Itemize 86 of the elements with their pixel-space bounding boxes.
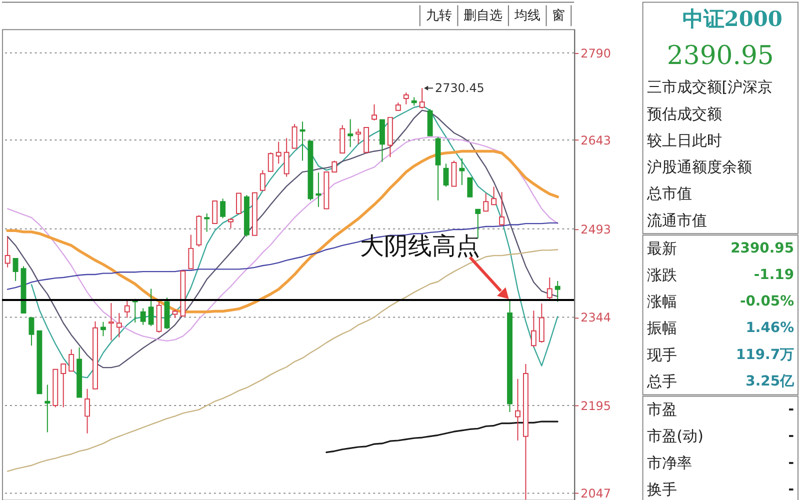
text: 均线 [513, 8, 540, 24]
candlestick [260, 170, 266, 191]
candlestick [499, 192, 505, 226]
candlestick [546, 276, 552, 300]
y-tick-label: 2493 [580, 222, 611, 236]
candlestick [356, 128, 362, 145]
y-tick-label: 2790 [580, 46, 611, 60]
category-label: 沪股通额度余额 [646, 158, 752, 176]
candlestick [284, 138, 290, 178]
category-label: 较上日此时 [646, 131, 722, 150]
candlestick [188, 234, 194, 270]
annotation: 大阴线高点 [360, 232, 480, 260]
y-tick-label: 2047 [580, 486, 611, 500]
candlestick [300, 121, 306, 162]
text: 1.46% [746, 320, 794, 336]
candlestick [4, 236, 10, 268]
candlestick [554, 280, 560, 302]
line-series [326, 420, 558, 454]
candlestick [148, 288, 154, 327]
text: - [788, 454, 794, 471]
category-label: 最新 [646, 239, 677, 258]
category-label: 涨幅 [646, 292, 677, 311]
text: -0.05% [740, 294, 794, 310]
text: 2390.95 [730, 240, 794, 256]
candlestick [68, 348, 74, 372]
candlestick [483, 192, 489, 212]
candlestick [530, 310, 536, 348]
candlestick [451, 160, 457, 187]
text: - [788, 481, 794, 498]
candlestick [292, 123, 298, 149]
candlestick [44, 384, 50, 433]
text: 2730.45 [435, 81, 484, 96]
text: 中证2000 [682, 6, 782, 32]
category-label: 市净率 [646, 454, 692, 472]
candlestick [28, 317, 34, 346]
candlestick [12, 258, 18, 282]
candlestick [84, 388, 90, 434]
candlestick [491, 186, 497, 206]
category-label: 换手 [646, 480, 677, 498]
candlestick [276, 141, 282, 164]
line-series [6, 150, 559, 314]
candlestick [538, 303, 544, 344]
category-label: 预估成交额 [646, 104, 722, 123]
text: 119.7万 [736, 346, 794, 363]
candlestick [372, 104, 377, 121]
category-label: 现手 [646, 346, 677, 364]
candlestick [60, 364, 66, 408]
candlestick [124, 300, 130, 318]
candlestick [100, 321, 106, 337]
candlestick [140, 308, 146, 326]
y-tick-label: 2643 [580, 133, 611, 148]
candlestick [459, 158, 465, 186]
category-label: 三市成交额[沪深京 [646, 78, 773, 96]
category-label: 总市值 [646, 184, 692, 203]
candlestick [467, 177, 473, 198]
candlestick [268, 152, 274, 172]
y-tick-label: 2344 [580, 310, 611, 325]
category-label: 振幅 [646, 319, 677, 338]
text: 2390.95 [666, 40, 774, 71]
text: 窗 [552, 8, 566, 24]
candlestick [515, 378, 520, 441]
y-tick-label: 2195 [580, 398, 611, 413]
candlestick [443, 163, 449, 188]
candlestick [348, 118, 354, 148]
candlestick [116, 312, 122, 338]
text: -1.19 [754, 266, 794, 283]
text: - [788, 402, 794, 418]
candlestick [220, 198, 226, 219]
candlestick [212, 200, 218, 224]
text: 3.25亿 [746, 373, 794, 390]
category-label: 市盈 [646, 400, 677, 419]
candlestick [236, 192, 242, 214]
category-label: 涨跌 [646, 266, 677, 284]
candlestick [228, 218, 234, 229]
candlestick [204, 212, 210, 232]
candlestick [316, 172, 322, 208]
category-label: 市盈(动) [646, 427, 704, 446]
text: 九转 [426, 8, 452, 24]
category-label: 流通市值 [646, 211, 707, 230]
candlestick [403, 92, 409, 105]
candlestick [108, 302, 114, 341]
candlestick [332, 160, 338, 172]
category-label: 总手 [646, 372, 677, 390]
text: - [788, 428, 794, 444]
text: 删自选 [464, 8, 503, 24]
line-series [6, 136, 558, 342]
